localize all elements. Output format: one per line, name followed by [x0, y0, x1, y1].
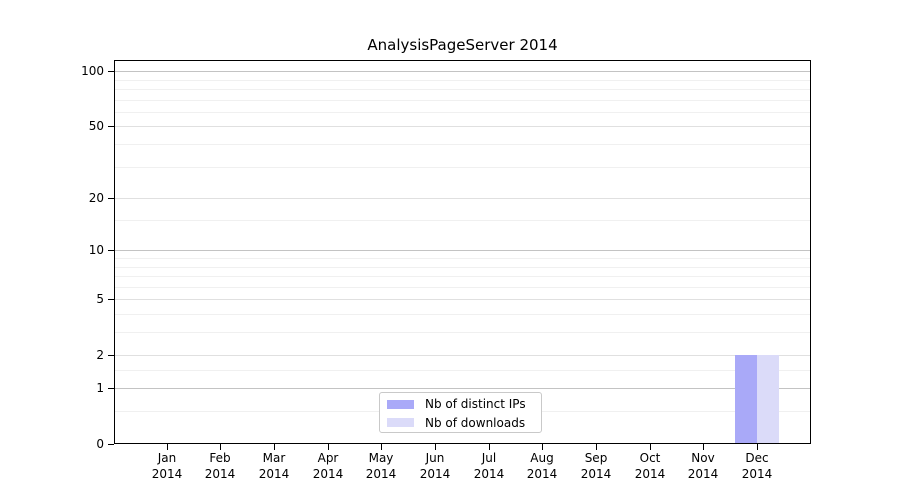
- gridline-minor: [115, 89, 810, 90]
- x-tick-year: 2014: [526, 466, 558, 481]
- legend-label: Nb of distinct IPs: [425, 397, 526, 412]
- gridline-minor: [115, 144, 810, 145]
- x-tick-mark: [596, 444, 597, 450]
- gridline-major: [115, 198, 810, 199]
- gridline-minor: [115, 370, 810, 371]
- gridline-minor: [115, 276, 810, 277]
- x-tick-month: Jun: [425, 451, 445, 465]
- y-tick-mark: [108, 126, 114, 127]
- gridline-major: [115, 388, 810, 389]
- y-tick-mark: [108, 444, 114, 445]
- x-tick-mark: [542, 444, 543, 450]
- x-tick-month: Sep: [584, 451, 608, 465]
- x-tick-month: Mar: [262, 451, 286, 465]
- x-tick-year: 2014: [687, 466, 719, 481]
- gridline-minor: [115, 267, 810, 268]
- x-tick-label: Feb 2014: [188, 451, 252, 482]
- gridline-major: [115, 71, 810, 72]
- x-tick-month: Oct: [639, 451, 661, 465]
- x-tick-year: 2014: [580, 466, 612, 481]
- x-tick-mark: [220, 444, 221, 450]
- x-tick-label: Jan 2014: [135, 451, 199, 482]
- gridline-minor: [115, 258, 810, 259]
- x-tick-label: Sep 2014: [564, 451, 628, 482]
- y-tick-mark: [108, 71, 114, 72]
- x-tick-month: Aug: [530, 451, 554, 465]
- gridline-minor: [115, 80, 810, 81]
- x-tick-year: 2014: [204, 466, 236, 481]
- x-tick-month: Apr: [317, 451, 339, 465]
- bar-nb-of-distinct-ips: [735, 355, 757, 443]
- x-tick-year: 2014: [258, 466, 290, 481]
- legend-swatch-nb-of-downloads: [387, 418, 414, 428]
- legend-entry-nb-of-downloads: Nb of downloads: [380, 414, 541, 433]
- x-tick-mark: [328, 444, 329, 450]
- x-tick-mark: [489, 444, 490, 450]
- y-tick-mark: [108, 355, 114, 356]
- x-tick-mark: [274, 444, 275, 450]
- x-tick-month: Dec: [745, 451, 769, 465]
- x-tick-mark: [703, 444, 704, 450]
- x-tick-mark: [757, 444, 758, 450]
- gridline-minor: [115, 332, 810, 333]
- y-tick-mark: [108, 250, 114, 251]
- y-tick-label: 100: [81, 64, 104, 78]
- y-tick-mark: [108, 198, 114, 199]
- x-tick-year: 2014: [634, 466, 666, 481]
- x-tick-month: Jan: [157, 451, 177, 465]
- x-tick-mark: [381, 444, 382, 450]
- legend-label: Nb of downloads: [425, 415, 526, 430]
- y-tick-label: 2: [96, 348, 104, 362]
- gridline-minor: [115, 100, 810, 101]
- y-tick-label: 0: [96, 437, 104, 451]
- legend-entry-nb-of-distinct-ips: Nb of distinct IPs: [380, 395, 541, 414]
- plot-border: [114, 60, 811, 444]
- y-tick-mark: [108, 299, 114, 300]
- x-tick-year: 2014: [312, 466, 344, 481]
- x-tick-label: Apr 2014: [296, 451, 360, 482]
- x-tick-month: May: [368, 451, 394, 465]
- x-tick-month: Jul: [481, 451, 497, 465]
- x-tick-mark: [435, 444, 436, 450]
- x-tick-label: Jun 2014: [403, 451, 467, 482]
- x-tick-label: May 2014: [349, 451, 413, 482]
- x-tick-month: Nov: [691, 451, 715, 465]
- x-tick-year: 2014: [419, 466, 451, 481]
- gridline-major: [115, 126, 810, 127]
- x-tick-mark: [167, 444, 168, 450]
- chart-title: AnalysisPageServer 2014: [367, 36, 558, 54]
- x-tick-label: Dec 2014: [725, 451, 789, 482]
- gridline-minor: [115, 287, 810, 288]
- x-tick-year: 2014: [151, 466, 183, 481]
- x-tick-label: Mar 2014: [242, 451, 306, 482]
- legend-swatch-nb-of-distinct-ips: [387, 399, 414, 409]
- x-tick-label: Jul 2014: [457, 451, 521, 482]
- x-tick-month: Feb: [209, 451, 231, 465]
- gridline-major: [115, 355, 810, 356]
- gridline-minor: [115, 314, 810, 315]
- bar-nb-of-downloads: [757, 355, 779, 443]
- legend: Nb of distinct IPs Nb of downloads: [379, 392, 542, 433]
- y-tick-label: 50: [88, 119, 104, 133]
- gridline-minor: [115, 112, 810, 113]
- gridline-major: [115, 250, 810, 251]
- x-tick-mark: [650, 444, 651, 450]
- x-tick-label: Oct 2014: [618, 451, 682, 482]
- x-tick-label: Aug 2014: [510, 451, 574, 482]
- y-tick-mark: [108, 388, 114, 389]
- gridline-minor: [115, 167, 810, 168]
- y-tick-label: 5: [96, 292, 104, 306]
- y-tick-label: 20: [88, 191, 104, 205]
- x-tick-year: 2014: [365, 466, 397, 481]
- y-tick-label: 10: [88, 243, 104, 257]
- x-tick-label: Nov 2014: [671, 451, 735, 482]
- gridline-major: [115, 299, 810, 300]
- y-tick-label: 1: [96, 381, 104, 395]
- gridline-minor: [115, 220, 810, 221]
- x-tick-year: 2014: [741, 466, 773, 481]
- x-tick-year: 2014: [473, 466, 505, 481]
